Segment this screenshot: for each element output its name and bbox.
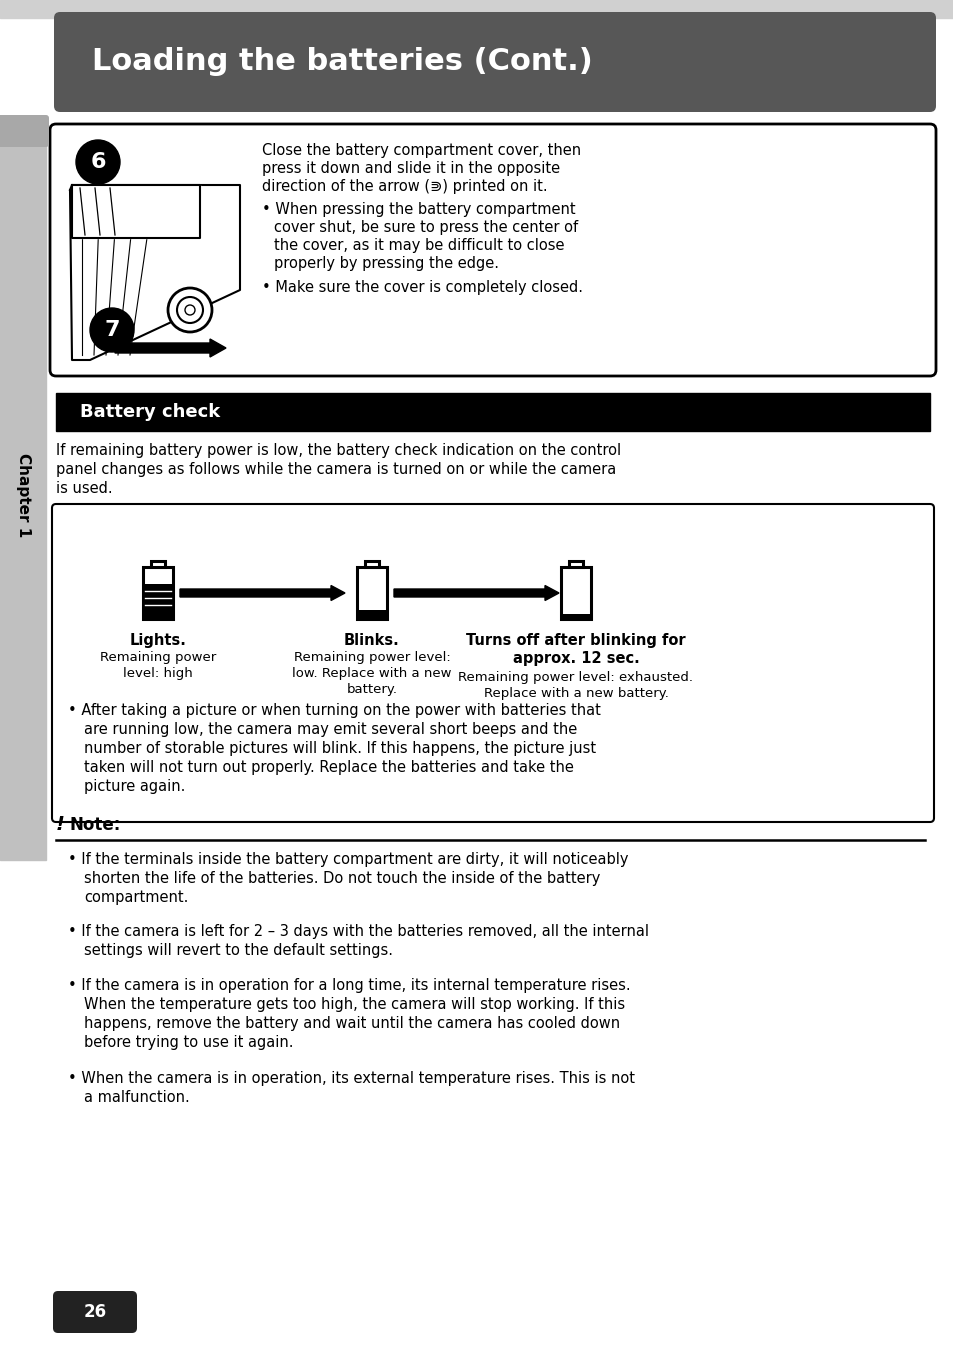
Text: Close the battery compartment cover, then: Close the battery compartment cover, the… — [262, 143, 580, 157]
Text: cover shut, be sure to press the center of: cover shut, be sure to press the center … — [274, 219, 578, 236]
FancyArrow shape — [115, 339, 226, 357]
Circle shape — [76, 140, 120, 184]
Text: Remaining power level:: Remaining power level: — [294, 651, 450, 664]
Text: a malfunction.: a malfunction. — [84, 1090, 190, 1105]
Text: low. Replace with a new: low. Replace with a new — [292, 668, 452, 680]
Text: • When pressing the battery compartment: • When pressing the battery compartment — [262, 202, 575, 217]
Text: When the temperature gets too high, the camera will stop working. If this: When the temperature gets too high, the … — [84, 997, 624, 1012]
Text: • Make sure the cover is completely closed.: • Make sure the cover is completely clos… — [262, 280, 582, 295]
Text: • When the camera is in operation, its external temperature rises. This is not: • When the camera is in operation, its e… — [68, 1071, 635, 1086]
Bar — [561, 614, 589, 619]
Text: • After taking a picture or when turning on the power with batteries that: • After taking a picture or when turning… — [68, 703, 600, 717]
Text: If remaining battery power is low, the battery check indication on the control: If remaining battery power is low, the b… — [56, 443, 620, 458]
Text: the cover, as it may be difficult to close: the cover, as it may be difficult to clo… — [274, 238, 564, 253]
Text: panel changes as follows while the camera is turned on or while the camera: panel changes as follows while the camer… — [56, 462, 616, 476]
Text: Remaining power: Remaining power — [100, 651, 216, 664]
Text: settings will revert to the default settings.: settings will revert to the default sett… — [84, 944, 393, 958]
Text: compartment.: compartment. — [84, 890, 188, 905]
Text: battery.: battery. — [346, 682, 397, 696]
Text: direction of the arrow (⋑) printed on it.: direction of the arrow (⋑) printed on it… — [262, 179, 547, 194]
Text: taken will not turn out properly. Replace the batteries and take the: taken will not turn out properly. Replac… — [84, 760, 574, 775]
FancyBboxPatch shape — [53, 1291, 137, 1333]
Text: are running low, the camera may emit several short beeps and the: are running low, the camera may emit sev… — [84, 721, 577, 738]
Bar — [365, 561, 378, 567]
Polygon shape — [70, 184, 240, 359]
FancyArrow shape — [394, 586, 558, 600]
Bar — [0, 0, 953, 17]
Text: !: ! — [56, 814, 65, 835]
Bar — [560, 567, 590, 619]
Circle shape — [90, 308, 133, 353]
Text: is used.: is used. — [56, 481, 112, 495]
Circle shape — [177, 297, 203, 323]
Bar — [143, 567, 172, 619]
Bar — [0, 131, 46, 860]
Text: level: high: level: high — [123, 668, 193, 680]
Text: Note:: Note: — [70, 816, 121, 835]
Text: Chapter 1: Chapter 1 — [15, 452, 30, 537]
Text: before trying to use it again.: before trying to use it again. — [84, 1035, 294, 1050]
Text: 7: 7 — [104, 320, 120, 341]
FancyBboxPatch shape — [50, 124, 935, 376]
Circle shape — [168, 288, 212, 332]
FancyArrow shape — [180, 586, 345, 600]
Text: number of storable pictures will blink. If this happens, the picture just: number of storable pictures will blink. … — [84, 742, 596, 756]
FancyBboxPatch shape — [0, 114, 49, 147]
Text: Replace with a new battery.: Replace with a new battery. — [483, 686, 668, 700]
Text: press it down and slide it in the opposite: press it down and slide it in the opposi… — [262, 162, 559, 176]
Bar — [56, 393, 929, 431]
FancyBboxPatch shape — [52, 503, 933, 822]
Text: • If the camera is left for 2 – 3 days with the batteries removed, all the inter: • If the camera is left for 2 – 3 days w… — [68, 923, 648, 940]
Text: • If the terminals inside the battery compartment are dirty, it will noticeably: • If the terminals inside the battery co… — [68, 852, 628, 867]
Bar — [356, 567, 387, 619]
Text: happens, remove the battery and wait until the camera has cooled down: happens, remove the battery and wait unt… — [84, 1016, 619, 1031]
Text: Loading the batteries (Cont.): Loading the batteries (Cont.) — [91, 47, 592, 77]
Text: shorten the life of the batteries. Do not touch the inside of the battery: shorten the life of the batteries. Do no… — [84, 871, 599, 886]
Text: approx. 12 sec.: approx. 12 sec. — [512, 651, 639, 666]
Text: Turns off after blinking for: Turns off after blinking for — [466, 633, 685, 647]
Text: Remaining power level: exhausted.: Remaining power level: exhausted. — [458, 672, 693, 684]
Polygon shape — [71, 184, 200, 238]
Circle shape — [185, 306, 194, 315]
Text: • If the camera is in operation for a long time, its internal temperature rises.: • If the camera is in operation for a lo… — [68, 979, 630, 993]
Bar — [357, 610, 386, 619]
Text: 26: 26 — [83, 1303, 107, 1320]
Text: properly by pressing the edge.: properly by pressing the edge. — [274, 256, 498, 271]
Text: picture again.: picture again. — [84, 779, 185, 794]
Text: Blinks.: Blinks. — [344, 633, 399, 647]
Bar — [151, 561, 165, 567]
FancyBboxPatch shape — [54, 12, 935, 112]
Text: Lights.: Lights. — [130, 633, 186, 647]
Bar — [568, 561, 582, 567]
Text: Battery check: Battery check — [80, 402, 220, 421]
Text: 6: 6 — [91, 152, 106, 172]
Bar — [144, 584, 172, 619]
